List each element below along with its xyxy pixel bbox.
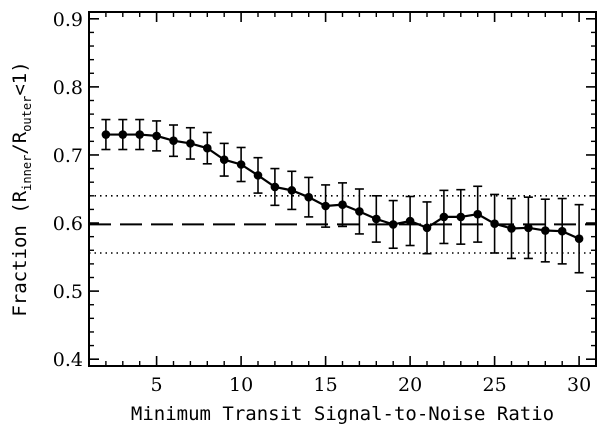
data-point — [456, 212, 466, 222]
x-tick-label: 30 — [567, 374, 591, 396]
data-point — [135, 130, 144, 139]
data-point — [236, 160, 246, 169]
data-point — [355, 207, 364, 216]
data-point — [541, 226, 550, 235]
data-point — [405, 216, 415, 226]
y-tick-label: 0.5 — [53, 281, 83, 303]
x-axis-label: Minimum Transit Signal-to-Noise Ratio — [131, 403, 554, 425]
plot-area — [89, 118, 596, 274]
y-axis-label-sub-outer: outer — [20, 96, 34, 132]
data-point — [507, 224, 516, 233]
data-point — [219, 155, 229, 165]
data-point — [270, 182, 280, 192]
y-tick-label: 0.9 — [53, 9, 83, 31]
data-point — [203, 143, 212, 153]
y-axis-label: Fraction (Rinner/Router<1) — [9, 61, 34, 316]
data-point — [186, 139, 195, 148]
data-point — [287, 186, 297, 195]
x-tick-label: 20 — [398, 374, 422, 396]
data-point — [490, 219, 499, 229]
data-point — [422, 223, 432, 233]
y-tick-label: 0.7 — [53, 145, 83, 167]
x-tick-label: 25 — [483, 374, 507, 396]
data-point — [473, 209, 483, 219]
y-axis-label-sub-inner: inner — [20, 155, 34, 191]
x-tick-label: 15 — [314, 374, 338, 396]
data-point — [152, 131, 161, 141]
data-point — [101, 130, 111, 139]
data-point — [304, 192, 314, 202]
data-point — [574, 234, 584, 243]
data-point — [388, 220, 398, 229]
y-axis-label-mid: /R — [9, 131, 31, 154]
x-tick-label: 5 — [151, 374, 163, 396]
data-point — [557, 226, 567, 236]
data-point — [321, 201, 330, 211]
axis-ticks: 5 10 15 20 25 30 0.4 0.5 0.6 0.7 0.8 0.9 — [53, 9, 596, 396]
data-point — [118, 130, 128, 139]
y-axis-label-suffix: <1) — [9, 61, 31, 95]
y-axis-label-prefix: Fraction (R — [9, 190, 31, 316]
y-tick-label: 0.4 — [53, 349, 83, 371]
data-point — [372, 214, 381, 224]
x-tick-label: 10 — [229, 374, 253, 396]
data-point — [169, 136, 178, 145]
data-point — [253, 171, 263, 180]
y-tick-label: 0.6 — [53, 213, 83, 235]
data-point — [524, 223, 533, 233]
data-point — [439, 212, 449, 222]
y-tick-label: 0.8 — [53, 77, 83, 99]
data-point — [338, 200, 347, 209]
